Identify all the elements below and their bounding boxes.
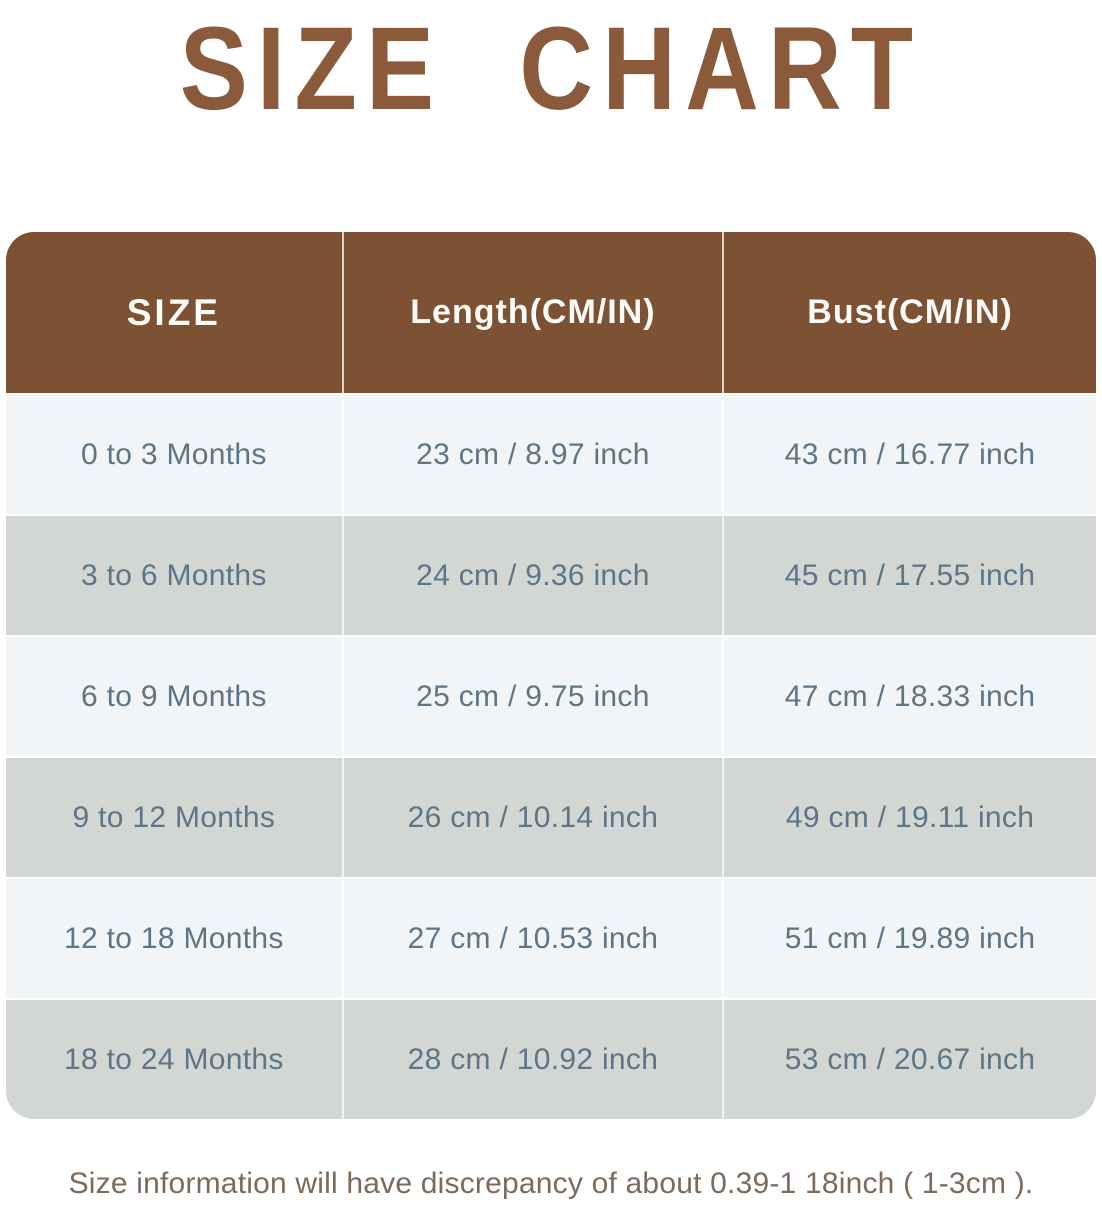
header-cell-size: SIZE [126, 291, 221, 333]
cell-size: 0 to 3 Months [81, 437, 267, 471]
cell-bust: 51 cm / 19.89 inch [722, 879, 1096, 998]
table-row-18to24: 18 to 24 Months 28 cm / 10.92 inch 53 cm… [6, 998, 1096, 1119]
cell-length: 25 cm / 9.75 inch [341, 637, 722, 756]
title-section: SIZE CHART [0, 0, 1102, 232]
cell-length: 23 cm / 8.97 inch [341, 395, 722, 514]
table-row-6to9: 6 to 9 Months 25 cm / 9.75 inch 47 cm / … [6, 635, 1096, 756]
cell-bust: 49 cm / 19.11 inch [722, 758, 1096, 877]
cell-bust: 45 cm / 17.55 inch [722, 516, 1096, 635]
cell-size: 9 to 12 Months [72, 800, 276, 834]
table-header-row: SIZE Length(CM/IN) Bust(CM/IN) [6, 232, 1096, 393]
header-cell-length: Length(CM/IN) [341, 232, 722, 393]
table-row-9to12: 9 to 12 Months 26 cm / 10.14 inch 49 cm … [6, 756, 1096, 877]
cell-size: 12 to 18 Months [64, 921, 284, 955]
cell-length: 27 cm / 10.53 inch [341, 879, 722, 998]
size-chart-table: SIZE Length(CM/IN) Bust(CM/IN) 0 to 3 Mo… [6, 232, 1096, 1119]
cell-size: 6 to 9 Months [81, 679, 267, 713]
cell-bust: 47 cm / 18.33 inch [722, 637, 1096, 756]
footer-note: Size information will have discrepancy o… [68, 1167, 1034, 1200]
table-row-12to18: 12 to 18 Months 27 cm / 10.53 inch 51 cm… [6, 877, 1096, 998]
header-cell-bust: Bust(CM/IN) [722, 232, 1096, 393]
cell-bust: 53 cm / 20.67 inch [722, 1000, 1096, 1119]
cell-length: 24 cm / 9.36 inch [341, 516, 722, 635]
cell-size: 3 to 6 Months [81, 558, 267, 592]
cell-length: 28 cm / 10.92 inch [341, 1000, 722, 1119]
table-row-0to3: 0 to 3 Months 23 cm / 8.97 inch 43 cm / … [6, 393, 1096, 514]
cell-size: 18 to 24 Months [64, 1042, 284, 1076]
cell-length: 26 cm / 10.14 inch [341, 758, 722, 877]
cell-bust: 43 cm / 16.77 inch [722, 395, 1096, 514]
page-title: SIZE CHART [179, 2, 923, 136]
table-row-3to6: 3 to 6 Months 24 cm / 9.36 inch 45 cm / … [6, 514, 1096, 635]
